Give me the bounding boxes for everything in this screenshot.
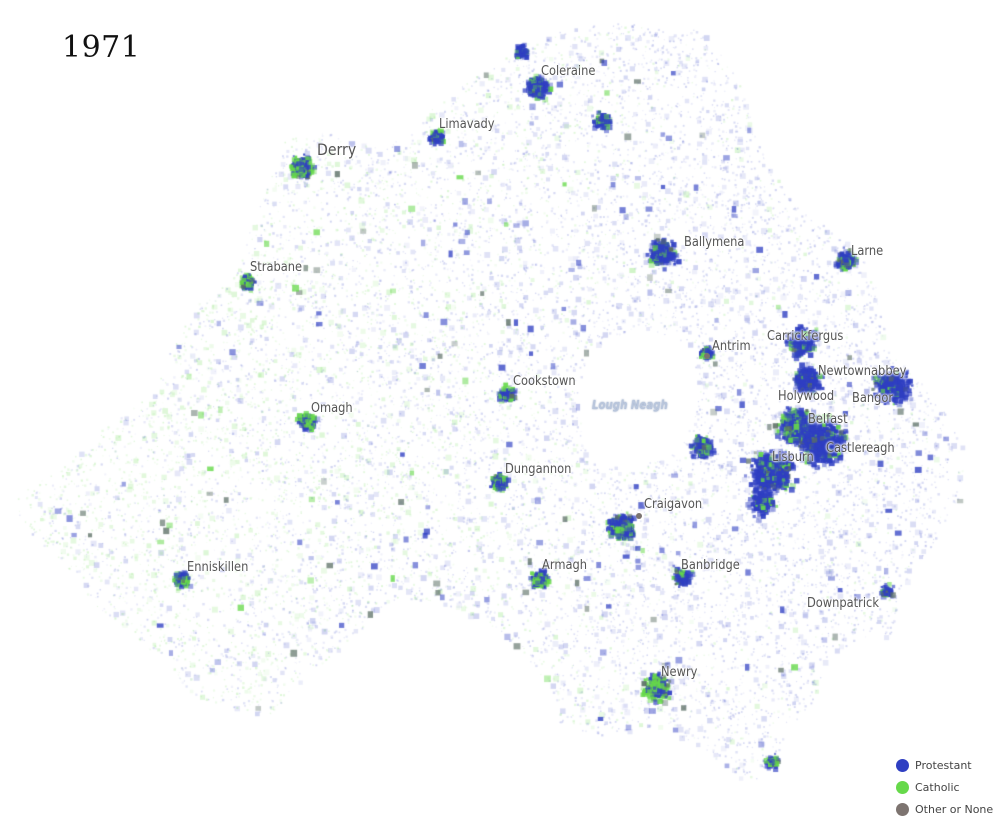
town-label-cookstown: Cookstown [513,374,576,389]
town-label-belfast: Belfast [808,412,848,427]
town-label-castlereagh: Castlereagh [826,441,895,456]
legend: Protestant Catholic Other or None [896,754,993,820]
legend-swatch-other-or-none [896,802,909,816]
town-marker-craigavon [636,513,642,519]
town-label-larne: Larne [851,244,884,259]
town-label-banbridge: Banbridge [681,558,740,573]
legend-label-catholic: Catholic [915,780,960,794]
town-label-lisburn: Lisburn [772,450,814,465]
town-label-ballymena: Ballymena [684,235,745,250]
town-label-newry: Newry [661,665,698,680]
legend-swatch-catholic [896,780,909,794]
town-label-holywood: Holywood [778,389,835,404]
legend-item-other-or-none: Other or None [896,798,993,820]
legend-item-protestant: Protestant [896,754,993,776]
town-label-strabane: Strabane [250,260,303,275]
legend-label-protestant: Protestant [915,758,972,772]
town-label-omagh: Omagh [311,401,353,416]
town-label-dungannon: Dungannon [505,462,572,477]
lake-label-lough-neagh: Lough Neagh [592,398,668,412]
town-marker-antrim [704,353,710,359]
town-label-bangor: Bangor [852,391,894,406]
town-label-enniskillen: Enniskillen [187,560,249,575]
legend-swatch-protestant [896,758,909,772]
legend-item-catholic: Catholic [896,776,993,798]
town-label-limavady: Limavady [439,117,495,132]
town-label-carrickfergus: Carrickfergus [767,329,844,344]
town-label-derry: Derry [317,140,357,159]
town-label-downpatrick: Downpatrick [807,596,879,611]
town-label-coleraine: Coleraine [541,64,596,79]
town-label-craigavon: Craigavon [644,497,703,512]
year-title: 1971 [62,30,141,65]
town-label-armagh: Armagh [542,558,588,573]
legend-label-other-or-none: Other or None [915,802,994,816]
town-label-newtownabbey: Newtownabbey [818,364,907,379]
town-label-antrim: Antrim [712,339,751,354]
